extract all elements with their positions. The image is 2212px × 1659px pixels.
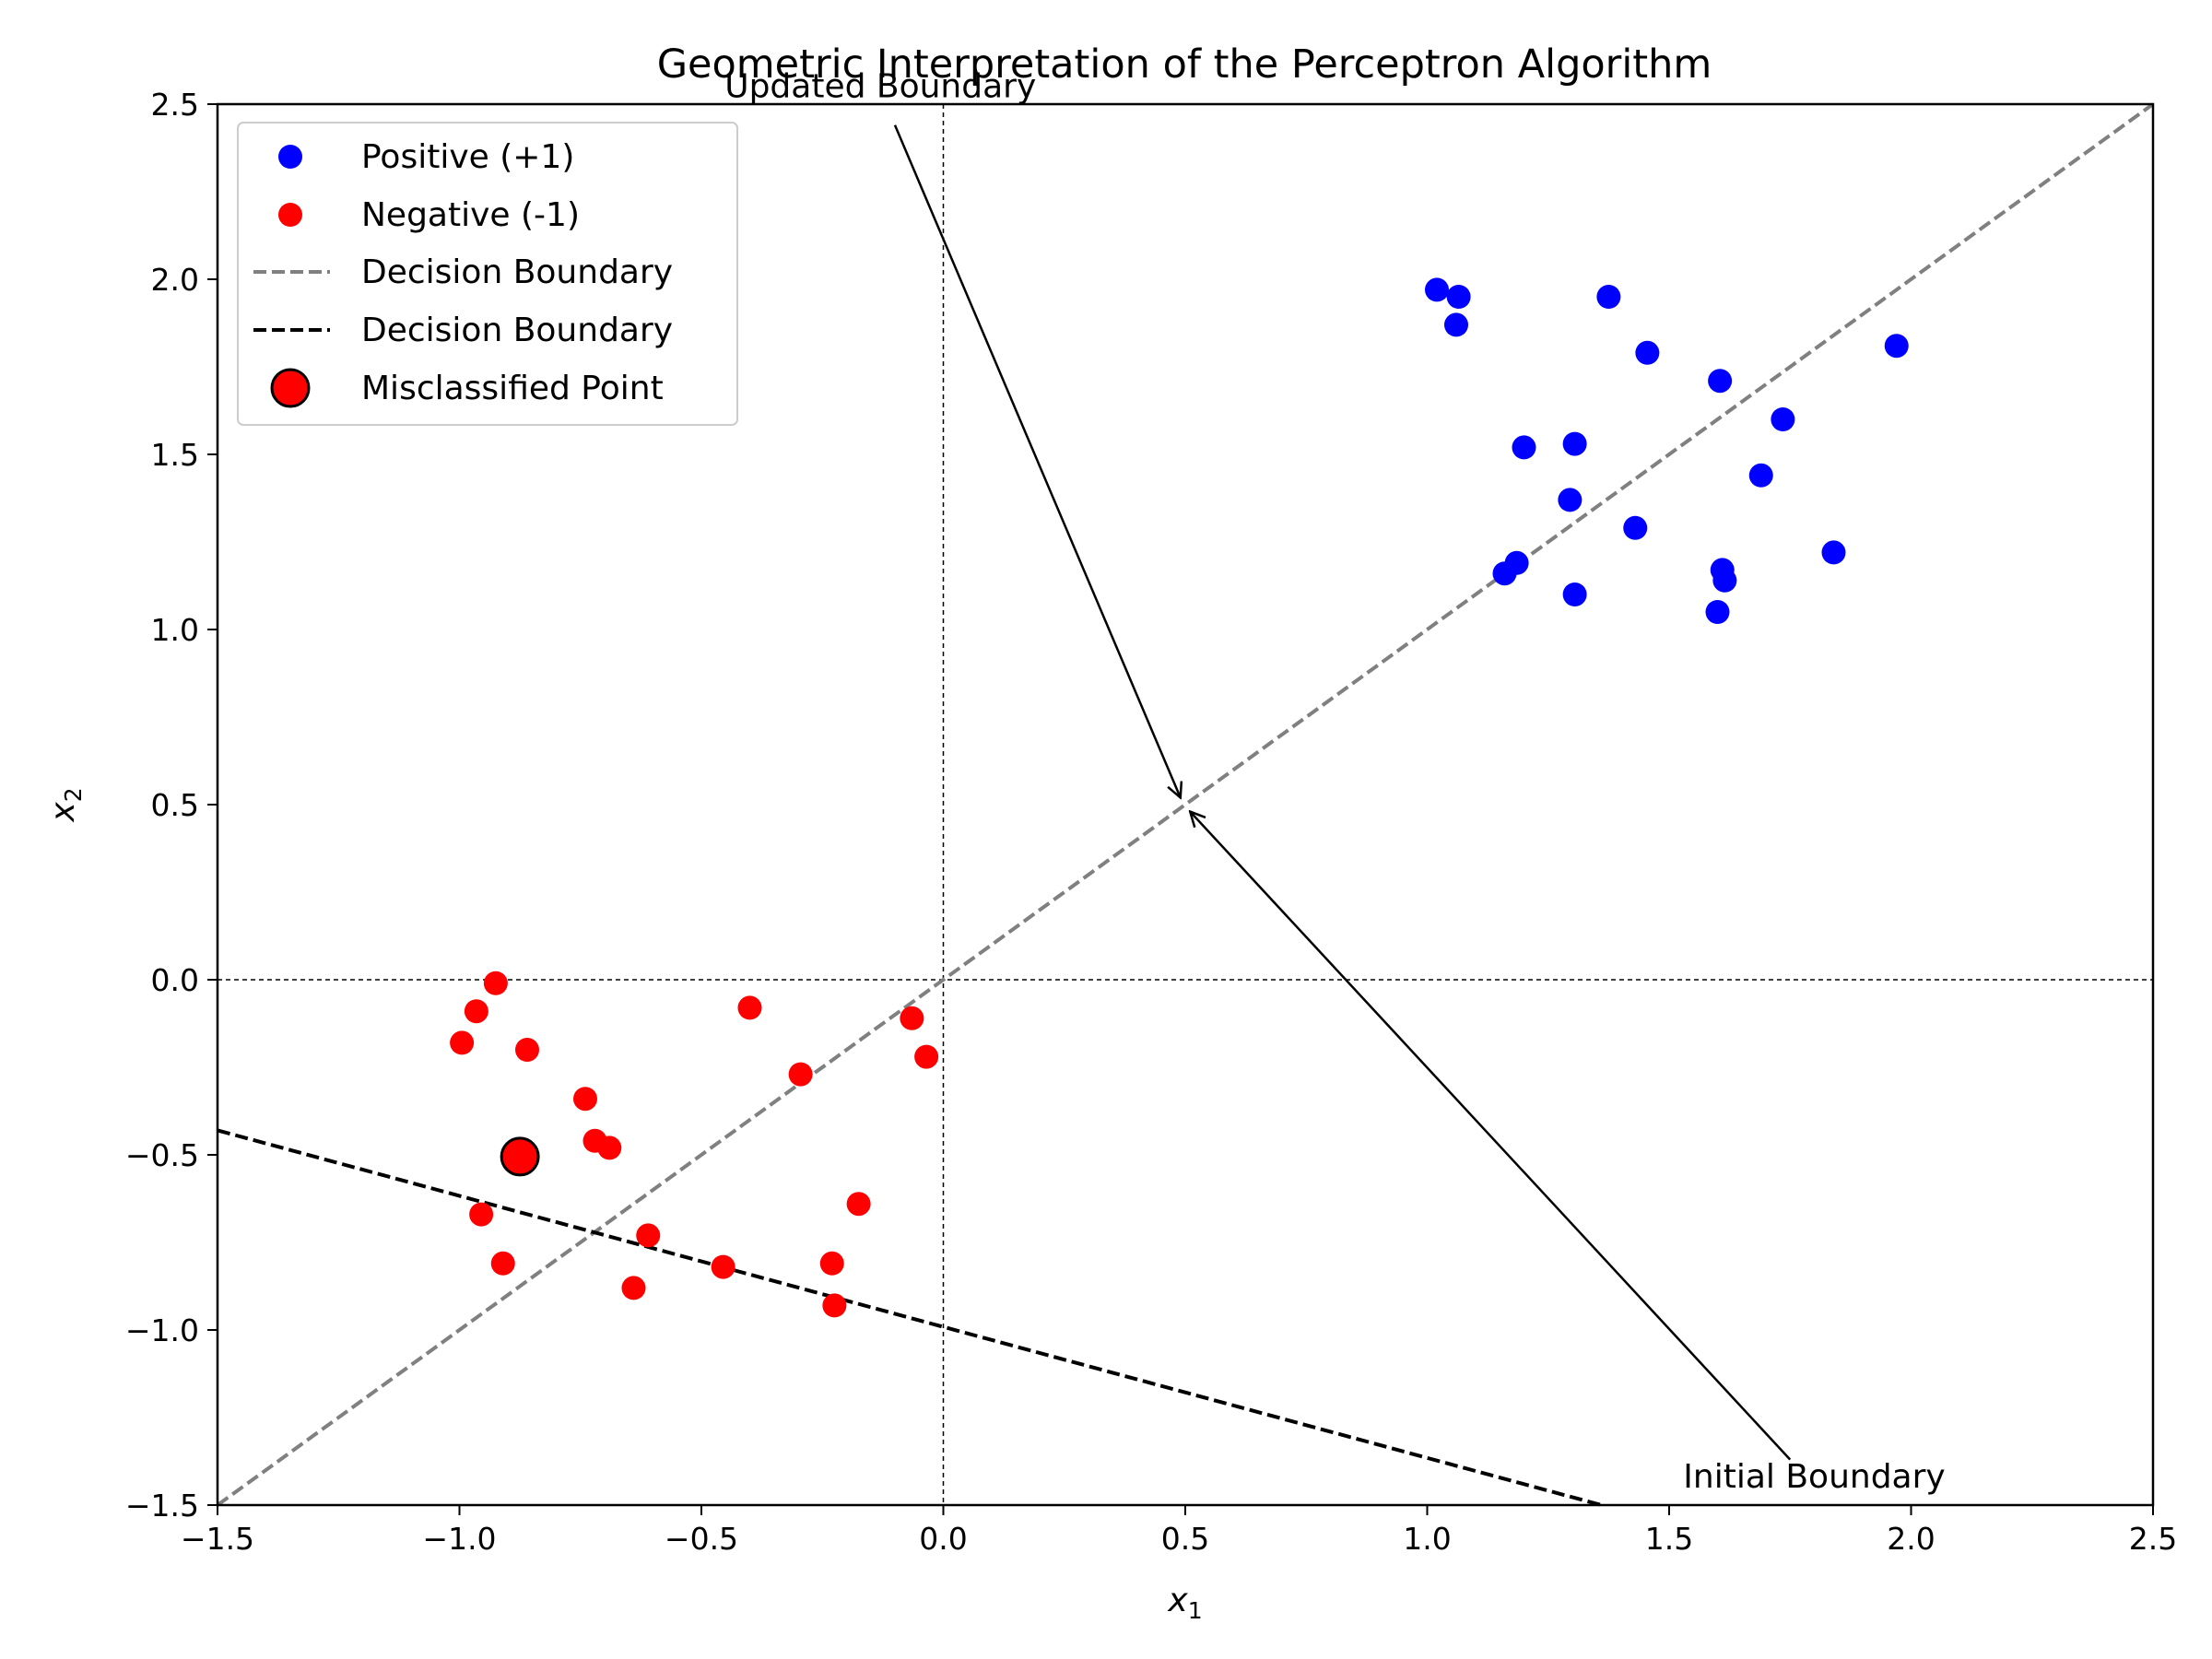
negative-point xyxy=(819,1251,844,1276)
updated-boundary-line xyxy=(216,102,2155,1507)
updated-boundary-arrow xyxy=(893,124,1181,798)
negative-point xyxy=(483,971,508,995)
positive-point xyxy=(1705,600,1730,624)
positive-point xyxy=(1596,285,1621,309)
positive-point xyxy=(1712,568,1737,593)
negative-point xyxy=(469,1202,494,1227)
negative-point xyxy=(573,1087,597,1112)
negative-point xyxy=(788,1062,813,1087)
positive-point xyxy=(1558,488,1583,512)
positive-point xyxy=(1708,369,1733,394)
legend-marker-misclassified xyxy=(270,368,311,408)
axis-ticks: −1.5 −1.0 −0.5 0.0 0.5 1.0 1.5 2.0 2.5 −1.5 −1.0 −0… xyxy=(125,87,2177,1557)
legend-label-updated-boundary: Decision Boundary xyxy=(361,253,673,291)
legend-marker-negative xyxy=(278,203,302,227)
x-tick-label: 1.5 xyxy=(1645,1521,1693,1557)
positive-point xyxy=(1446,285,1471,309)
x-tick-label: −1.5 xyxy=(181,1521,254,1557)
legend-box xyxy=(237,122,738,426)
x-tick-label: −0.5 xyxy=(665,1521,738,1557)
y-axis-label: x2 xyxy=(44,787,87,822)
negative-point xyxy=(737,995,762,1020)
x-tick-label: −1.0 xyxy=(422,1521,496,1557)
positive-point xyxy=(1562,582,1587,606)
legend-label-initial-boundary: Decision Boundary xyxy=(361,312,673,349)
positive-point xyxy=(1562,431,1587,456)
y-tick-label: 2.0 xyxy=(151,262,199,298)
negative-point xyxy=(515,1038,539,1062)
y-tick-label: 0.5 xyxy=(151,787,199,823)
annotations: Updated Boundary Initial Boundary xyxy=(724,67,1945,1496)
plot-area xyxy=(216,102,2155,1507)
y-tick-label: 1.5 xyxy=(151,437,199,473)
negative-point xyxy=(846,1192,871,1217)
legend-marker-positive xyxy=(278,145,302,169)
legend-label-misclassified: Misclassified Point xyxy=(361,370,664,407)
y-tick-label: 2.5 xyxy=(151,87,199,123)
y-tick-label: −1.0 xyxy=(125,1312,199,1348)
positive-point xyxy=(1771,407,1795,431)
negative-point xyxy=(450,1030,475,1055)
y-tick-label: 1.0 xyxy=(151,612,199,648)
positive-point xyxy=(1444,312,1468,337)
negative-point xyxy=(900,1006,924,1030)
negative-point xyxy=(490,1251,515,1276)
positive-point xyxy=(1884,334,1909,359)
positive-point xyxy=(1748,463,1773,488)
initial-boundary-arrow xyxy=(1190,812,1792,1461)
positive-point xyxy=(1635,340,1660,365)
negative-point xyxy=(597,1135,622,1160)
y-tick-label: −1.5 xyxy=(125,1488,199,1524)
legend-label-negative: Negative (-1) xyxy=(361,196,580,234)
negative-point xyxy=(464,999,488,1024)
misclassified-point xyxy=(500,1136,540,1177)
negative-point xyxy=(621,1276,646,1300)
initial-boundary-line xyxy=(217,1128,1603,1507)
y-tick-label: −0.5 xyxy=(125,1137,199,1173)
positive-point xyxy=(1425,277,1449,302)
positive-point xyxy=(1623,515,1648,540)
updated-boundary-annotation: Updated Boundary xyxy=(724,67,1036,105)
legend-label-positive: Positive (+1) xyxy=(361,138,574,176)
positive-point xyxy=(1492,561,1517,586)
x-tick-label: 2.0 xyxy=(1887,1521,1935,1557)
y-tick-label: 0.0 xyxy=(151,962,199,998)
x-tick-label: 1.0 xyxy=(1403,1521,1451,1557)
negative-point xyxy=(711,1254,735,1279)
initial-boundary-annotation: Initial Boundary xyxy=(1683,1458,1945,1496)
negative-point xyxy=(636,1223,661,1248)
x-tick-label: 0.0 xyxy=(919,1521,967,1557)
legend: Positive (+1) Negative (-1) Decision Bou… xyxy=(237,122,738,426)
negative-point xyxy=(822,1293,847,1318)
x-tick-label: 0.5 xyxy=(1161,1521,1209,1557)
x-tick-label: 2.5 xyxy=(2129,1521,2177,1557)
negative-point xyxy=(914,1044,939,1069)
chart-title: Geometric Interpretation of the Perceptr… xyxy=(657,41,1712,88)
x-axis-label: x1 xyxy=(1167,1582,1202,1624)
positive-point xyxy=(1512,435,1536,460)
positive-point xyxy=(1821,540,1846,565)
